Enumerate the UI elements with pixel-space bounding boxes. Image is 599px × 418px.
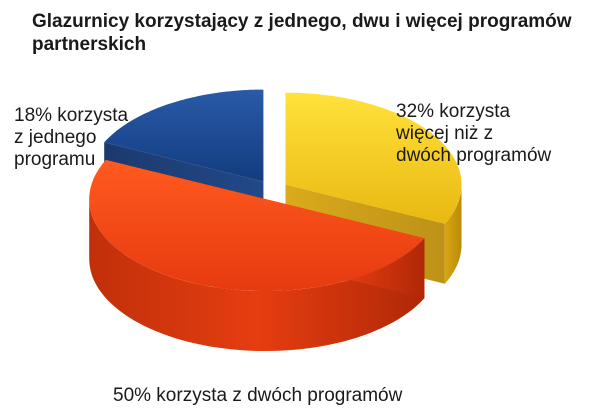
pie-slice-50 (89, 159, 425, 351)
pie-slice-50-wall (89, 199, 425, 351)
slice-label-32: 32% korzysta więcej niż z dwóch programó… (396, 101, 552, 166)
pie-slice-32-wall (444, 184, 462, 284)
slice-label-18: 18% korzysta z jednego programu (14, 105, 129, 170)
chart-title: Glazurnicy korzystający z jednego, dwu i… (32, 11, 572, 55)
slice-label-50: 50% korzysta z dwóch programów (113, 385, 403, 406)
pie-slice-32-top (285, 92, 462, 224)
pie-slice-50-top (89, 159, 425, 291)
pie-slice-18-top (104, 89, 264, 182)
